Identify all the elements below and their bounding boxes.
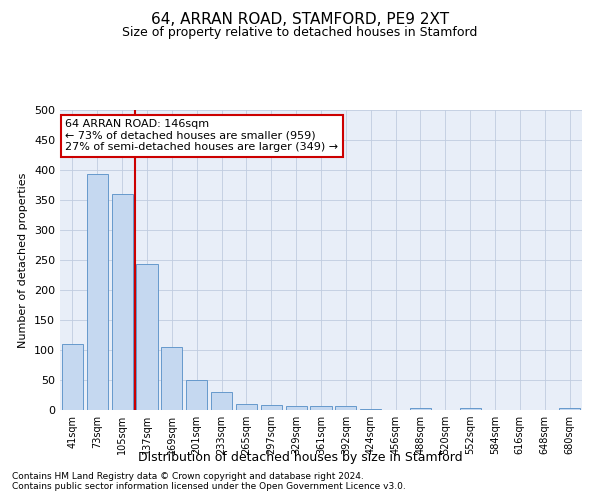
- Bar: [310, 406, 332, 410]
- Bar: [236, 404, 257, 410]
- Text: Distribution of detached houses by size in Stamford: Distribution of detached houses by size …: [137, 451, 463, 464]
- Y-axis label: Number of detached properties: Number of detached properties: [19, 172, 28, 348]
- Text: 64, ARRAN ROAD, STAMFORD, PE9 2XT: 64, ARRAN ROAD, STAMFORD, PE9 2XT: [151, 12, 449, 28]
- Text: Size of property relative to detached houses in Stamford: Size of property relative to detached ho…: [122, 26, 478, 39]
- Bar: [112, 194, 133, 410]
- Bar: [161, 347, 182, 410]
- Text: Contains HM Land Registry data © Crown copyright and database right 2024.: Contains HM Land Registry data © Crown c…: [12, 472, 364, 481]
- Bar: [186, 380, 207, 410]
- Bar: [261, 404, 282, 410]
- Bar: [211, 392, 232, 410]
- Bar: [410, 408, 431, 410]
- Text: 64 ARRAN ROAD: 146sqm
← 73% of detached houses are smaller (959)
27% of semi-det: 64 ARRAN ROAD: 146sqm ← 73% of detached …: [65, 119, 338, 152]
- Bar: [360, 409, 381, 410]
- Bar: [460, 408, 481, 410]
- Text: Contains public sector information licensed under the Open Government Licence v3: Contains public sector information licen…: [12, 482, 406, 491]
- Bar: [286, 406, 307, 410]
- Bar: [559, 408, 580, 410]
- Bar: [62, 344, 83, 410]
- Bar: [335, 406, 356, 410]
- Bar: [87, 174, 108, 410]
- Bar: [136, 264, 158, 410]
